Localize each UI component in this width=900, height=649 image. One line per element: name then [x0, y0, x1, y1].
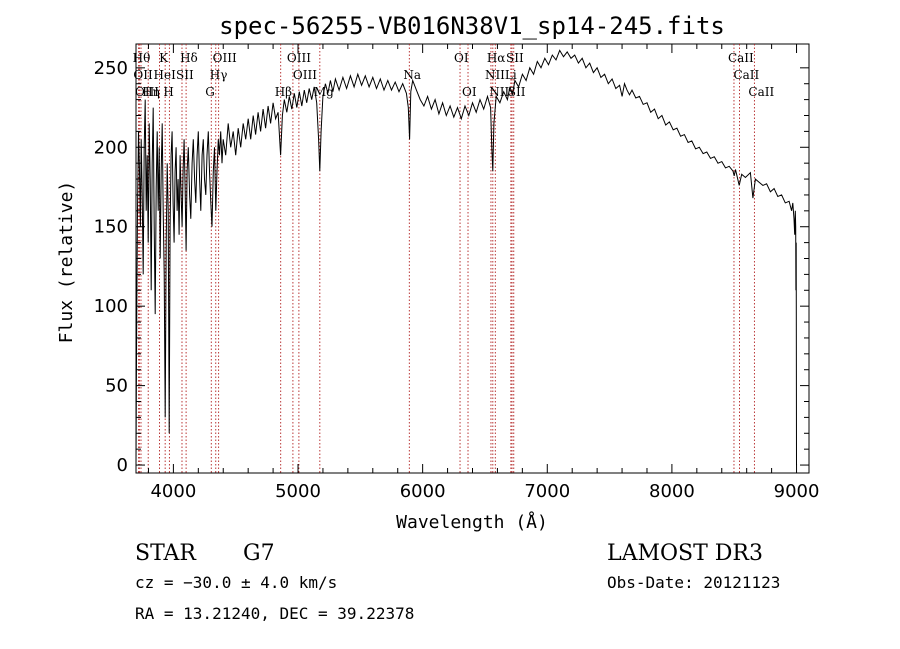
line-label-4: HeI	[154, 68, 177, 82]
line-label-23: Li	[505, 68, 517, 82]
line-label-14: OIII	[293, 68, 317, 82]
object-class: STAR	[135, 541, 197, 566]
y-tick-label-1: 50	[105, 376, 128, 397]
line-label-11: G	[205, 85, 215, 99]
spectrum-line	[135, 49, 797, 466]
y-tick-label-5: 250	[94, 58, 128, 79]
line-label-20: NII	[485, 68, 505, 82]
x-axis-label: Wavelength (Å)	[396, 511, 548, 533]
x-tick-label-2: 6000	[400, 481, 446, 502]
x-tick-label-4: 8000	[649, 481, 695, 502]
plot-frame	[135, 43, 810, 474]
chart-title: spec-56255-VB016N38V1_sp14-245.fits	[219, 12, 725, 40]
line-label-2: OIII	[135, 85, 159, 99]
obs-date: Obs-Date: 20121123	[607, 573, 780, 592]
coordinates-text: RA = 13.21240, DEC = 39.22378	[135, 604, 414, 623]
line-markers	[138, 44, 755, 473]
y-axis-label: Flux (relative)	[56, 181, 77, 344]
y-tick-label-0: 0	[117, 455, 128, 476]
survey-name: LAMOST DR3	[607, 541, 763, 566]
line-label-24: SII	[508, 85, 526, 99]
line-label-9: OIII	[213, 51, 237, 65]
spectral-subclass: G7	[243, 541, 275, 566]
line-label-7: SII	[176, 68, 194, 82]
y-tick-label-4: 200	[94, 137, 128, 158]
y-tick-label-2: 100	[94, 296, 128, 317]
line-label-0: Hθ	[133, 51, 151, 65]
line-label-22: SII	[506, 51, 524, 65]
line-label-8: Hδ	[180, 51, 198, 65]
line-label-26: CaII	[733, 68, 759, 82]
line-label-12: Hβ	[275, 85, 292, 99]
line-label-5: K	[159, 51, 169, 65]
line-label-13: OIII	[287, 51, 311, 65]
line-label-19: Hα	[487, 51, 506, 65]
line-label-25: CaII	[728, 51, 754, 65]
x-tick-label-5: 9000	[774, 481, 820, 502]
plot-area: 4000 5000 6000 7000 8000 9000050100150200250 …	[94, 43, 820, 502]
line-label-10: Hγ	[210, 68, 228, 82]
redshift-text: cz = −30.0 ± 4.0 km/s	[135, 573, 337, 592]
x-tick-label-1: 5000	[275, 481, 321, 502]
line-label-1: OII	[133, 68, 153, 82]
line-label-3: Hη	[142, 85, 160, 99]
line-label-6: H	[163, 85, 173, 99]
x-tick-label-3: 7000	[524, 481, 570, 502]
y-tick-label-3: 150	[94, 217, 128, 238]
line-label-16: Na	[403, 68, 421, 82]
line-label-17: OI	[454, 51, 469, 65]
line-label-21: NII	[489, 85, 509, 99]
axis-ticks: 4000 5000 6000 7000 8000 9000 0 50 100 150 200 250	[94, 44, 820, 502]
line-label-27: CaII	[748, 85, 774, 99]
line-label-18: OI	[462, 85, 477, 99]
x-tick-label-0: 4000	[150, 481, 196, 502]
